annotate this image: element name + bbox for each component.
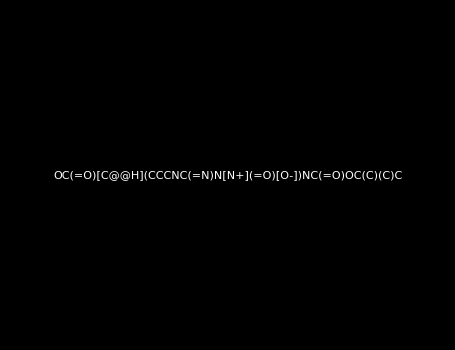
Text: OC(=O)[C@@H](CCCNC(=N)N[N+](=O)[O-])NC(=O)OC(C)(C)C: OC(=O)[C@@H](CCCNC(=N)N[N+](=O)[O-])NC(=… — [53, 170, 402, 180]
